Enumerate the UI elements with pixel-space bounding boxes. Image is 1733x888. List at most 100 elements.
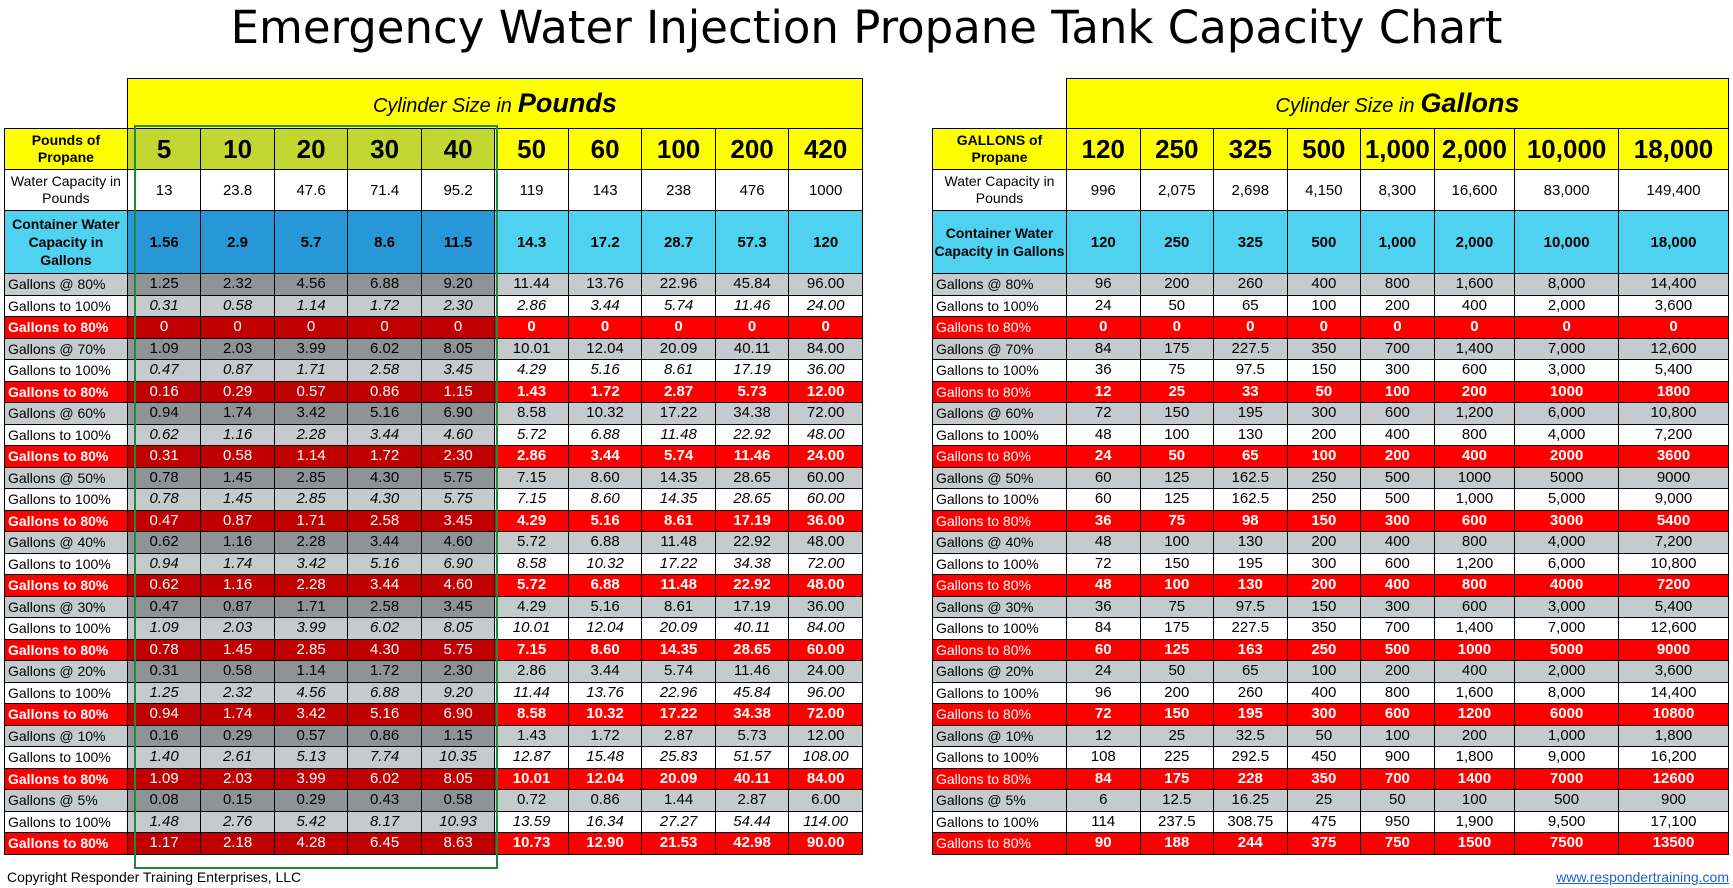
table-cell: 8.60 (567, 488, 643, 511)
pounds-capacity-table: Cylinder Size in Pounds Pounds of Propane 5… (4, 78, 864, 855)
table-cell: 12600 (1618, 767, 1729, 790)
column-header: 30 (347, 128, 422, 170)
table-cell: 7000 (1514, 767, 1619, 790)
table-cell: 28.65 (714, 466, 790, 489)
table-cell: 150 (1286, 595, 1362, 618)
table-cell: 90.00 (788, 832, 863, 855)
container-capacity-row: Container Water Capacity in Gallons 1.56 2… (4, 210, 863, 274)
table-cell: 12.04 (567, 337, 643, 360)
table-cell: 3.42 (273, 402, 349, 425)
table-cell: 8.60 (567, 638, 643, 661)
column-header: 50 (494, 128, 569, 170)
container-capacity-cell: 14.3 (494, 210, 569, 274)
table-cell: 0.58 (200, 294, 275, 317)
table-row: Gallons to 80% 0.47 0.87 1.71 2.58 3.45 4.29 5.… (4, 509, 863, 532)
row-label: Gallons to 80% (932, 832, 1067, 855)
table-cell: 20.09 (641, 337, 716, 360)
table-cell: 60 (1065, 488, 1141, 511)
table-cell: 0.62 (126, 531, 202, 554)
table-cell: 175 (1139, 767, 1215, 790)
table-cell: 17.19 (714, 359, 790, 382)
table-cell: 0 (567, 316, 643, 339)
table-cell: 24 (1065, 445, 1141, 468)
table-cell: 2.28 (273, 574, 349, 597)
table-cell: 16.25 (1213, 789, 1288, 812)
table-cell: 9,000 (1514, 746, 1619, 769)
container-capacity-cell: 250 (1139, 210, 1215, 274)
table-cell: 3.99 (273, 617, 349, 640)
table-cell: 10.32 (567, 703, 643, 726)
table-cell: 400 (1286, 273, 1362, 296)
table-cell: 4.30 (347, 488, 422, 511)
container-capacity-cell: 2.9 (200, 210, 275, 274)
table-cell: 5.73 (714, 724, 790, 747)
table-cell: 6.88 (567, 531, 643, 554)
table-cell: 90 (1065, 832, 1141, 855)
water-capacity-cell: 71.4 (347, 169, 422, 211)
banner-unit: Pounds (517, 88, 617, 118)
website-link[interactable]: www.respondertraining.com (1556, 869, 1729, 885)
table-cell: 72 (1065, 703, 1141, 726)
table-cell: 9.20 (420, 681, 496, 704)
table-cell: 72 (1065, 552, 1141, 575)
table-cell: 800 (1433, 423, 1516, 446)
table-row: Gallons to 100% 96 200 260 400 800 1,600 8,000 1… (932, 681, 1729, 704)
table-cell: 0.78 (126, 466, 202, 489)
table-cell: 600 (1433, 509, 1516, 532)
table-cell: 0.58 (200, 660, 275, 683)
table-cell: 500 (1360, 488, 1435, 511)
container-capacity-cell: 325 (1213, 210, 1288, 274)
table-row: Gallons to 100% 36 75 97.5 150 300 600 3,000 5,4… (932, 359, 1729, 382)
table-cell: 22.92 (714, 423, 790, 446)
table-cell: 28.65 (714, 488, 790, 511)
table-cell: 3.99 (273, 767, 349, 790)
table-cell: 12 (1065, 724, 1141, 747)
table-cell: 10,800 (1618, 402, 1729, 425)
container-capacity-cell: 1.56 (126, 210, 202, 274)
table-cell: 1,400 (1433, 337, 1516, 360)
table-cell: 350 (1286, 617, 1362, 640)
row-label: Gallons @ 10% (932, 724, 1067, 747)
table-cell: 24.00 (788, 660, 863, 683)
table-cell: 1.16 (200, 531, 275, 554)
table-cell: 1.72 (347, 445, 422, 468)
table-cell: 0.94 (126, 402, 202, 425)
table-cell: 0.29 (273, 789, 349, 812)
table-cell: 60.00 (788, 466, 863, 489)
table-row: Gallons to 80% 24 50 65 100 200 400 2000 3600 (932, 445, 1729, 468)
table-cell: 1.71 (273, 359, 349, 382)
table-cell: 125 (1139, 466, 1215, 489)
table-cell: 45.84 (714, 273, 790, 296)
column-header: 2,000 (1433, 128, 1516, 170)
table-cell: 54.44 (714, 810, 790, 833)
table-cell: 114.00 (788, 810, 863, 833)
table-cell: 5.16 (347, 402, 422, 425)
table-cell: 300 (1360, 359, 1435, 382)
table-cell: 175 (1139, 617, 1215, 640)
table-cell: 84.00 (788, 337, 863, 360)
table-cell: 228 (1213, 767, 1288, 790)
table-cell: 17.22 (641, 402, 716, 425)
table-cell: 50 (1139, 660, 1215, 683)
table-cell: 96 (1065, 273, 1141, 296)
table-cell: 3.44 (347, 531, 422, 554)
table-cell: 0 (200, 316, 275, 339)
row-label: Gallons @ 70% (4, 337, 128, 360)
table-cell: 8.05 (420, 337, 496, 360)
table-cell: 5.16 (347, 703, 422, 726)
table-cell: 3.44 (567, 660, 643, 683)
table-cell: 0 (1514, 316, 1619, 339)
table-cell: 292.5 (1213, 746, 1288, 769)
table-cell: 700 (1360, 767, 1435, 790)
table-cell: 3.42 (273, 703, 349, 726)
table-row: Gallons @ 50% 0.78 1.45 2.85 4.30 5.75 7.15 8.6… (4, 466, 863, 489)
table-cell: 14.35 (641, 488, 716, 511)
table-cell: 1.72 (567, 380, 643, 403)
table-cell: 13500 (1618, 832, 1729, 855)
table-cell: 8,000 (1514, 681, 1619, 704)
table-cell: 24 (1065, 660, 1141, 683)
water-capacity-row: Water Capacity in Pounds 13 23.8 47.6 71.4 95… (4, 169, 863, 211)
table-cell: 800 (1360, 681, 1435, 704)
table-cell: 0.87 (200, 509, 275, 532)
table-cell: 108.00 (788, 746, 863, 769)
